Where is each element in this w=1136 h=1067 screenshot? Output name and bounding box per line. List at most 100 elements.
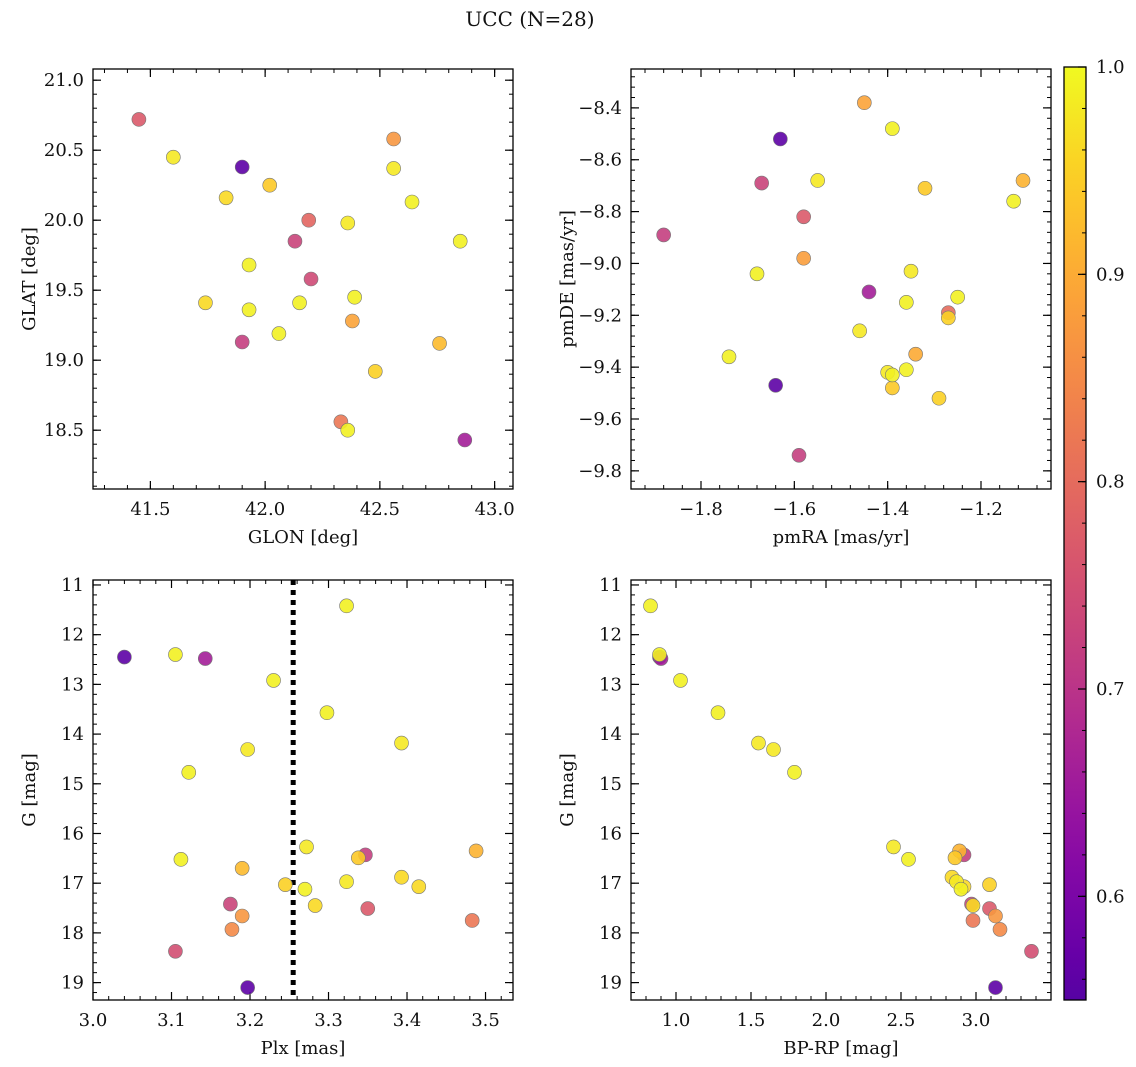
panel-4: 1.0 1.5 2.0 2.5 3.0 11 12 13 14 15 16 17 18 19 BP-RP [… — [557, 575, 1052, 1059]
data-point — [386, 161, 401, 176]
data-point — [947, 850, 963, 866]
y-tick-label: 19 — [599, 973, 622, 994]
data-point — [307, 898, 323, 913]
data-point — [240, 742, 255, 757]
y-tick-label: 18.5 — [44, 420, 84, 441]
data-point — [360, 901, 376, 916]
data-point — [766, 742, 781, 757]
data-point — [262, 177, 278, 193]
y-tick-label: 19 — [61, 973, 84, 994]
data-point — [241, 302, 257, 318]
data-point — [131, 112, 147, 127]
data-point — [234, 860, 250, 876]
data-point — [643, 598, 658, 614]
data-point — [988, 980, 1003, 995]
data-point — [464, 913, 480, 928]
data-point — [773, 131, 788, 147]
data-point — [319, 705, 335, 721]
x-tick-label: 42.0 — [245, 499, 285, 520]
y-tick-label: 20.0 — [44, 210, 84, 231]
colorbar-tick-label: 0.6 — [1096, 886, 1125, 907]
x-tick-label: 1.0 — [662, 1010, 691, 1031]
data-point — [347, 289, 362, 305]
data-point — [386, 131, 401, 147]
panel-2: −1.8 −1.6 −1.4 −1.2 −9.8 −9.6 −9.4 −9.2 −9.0 −8.8… — [557, 68, 1052, 548]
x-tick-label: −1.8 — [679, 499, 723, 520]
data-point — [751, 735, 766, 751]
y-tick-label: −9.4 — [578, 357, 622, 378]
data-point — [791, 447, 807, 463]
y-tick-label: 13 — [599, 674, 622, 695]
data-point — [885, 367, 900, 383]
y-tick-label: 14 — [599, 724, 622, 745]
panel-1: 41.5 42.0 42.5 43.0 18.5 19.0 19.5 20.0 20.5 21.0… — [19, 68, 515, 548]
axes-frame — [630, 579, 1052, 1001]
data-point — [218, 190, 234, 206]
x-tick-label: 41.5 — [130, 499, 170, 520]
data-point — [297, 881, 313, 897]
x-tick-label: 3.1 — [157, 1010, 186, 1031]
y-axis-label: G [mag] — [19, 753, 40, 826]
colorbar-tick-label: 0.7 — [1096, 679, 1125, 700]
data-point — [197, 651, 213, 666]
x-tick-label: 3.0 — [962, 1010, 991, 1031]
data-point — [1015, 173, 1031, 188]
data-point — [652, 647, 667, 662]
y-tick-label: 12 — [61, 625, 84, 646]
data-point — [411, 879, 427, 894]
data-point — [1024, 943, 1039, 959]
data-point — [198, 295, 213, 311]
x-tick-label: 3.5 — [471, 1010, 500, 1031]
data-point — [992, 922, 1008, 937]
data-point — [287, 233, 303, 249]
data-point — [340, 422, 356, 438]
axes-frame — [630, 68, 1052, 490]
data-point — [917, 180, 933, 196]
data-point — [457, 432, 473, 448]
data-point — [710, 705, 726, 721]
y-tick-label: 19.0 — [44, 350, 84, 371]
colorbar-tick-label: 0.8 — [1096, 472, 1125, 493]
data-point — [452, 233, 468, 249]
x-axis-label: pmRA [mas/yr] — [773, 527, 910, 548]
data-point — [234, 159, 250, 175]
data-point — [901, 852, 916, 867]
data-point — [166, 149, 181, 165]
y-tick-label: 17 — [61, 873, 84, 894]
x-tick-label: 3.2 — [236, 1010, 265, 1031]
data-point — [754, 175, 769, 191]
data-point — [404, 194, 420, 210]
y-tick-label: 12 — [599, 625, 622, 646]
data-point — [240, 980, 255, 995]
data-point — [982, 877, 997, 892]
x-tick-label: 43.0 — [475, 499, 515, 520]
data-point — [885, 380, 900, 396]
data-point — [271, 326, 287, 341]
axes-frame — [92, 68, 514, 490]
data-point — [941, 310, 956, 326]
data-point — [673, 673, 688, 688]
axes-frame — [92, 579, 514, 1001]
data-point — [857, 95, 872, 111]
x-axis-label: Plx [mas] — [261, 1038, 346, 1059]
data-point — [950, 289, 965, 305]
data-point — [861, 284, 877, 300]
data-point — [810, 173, 825, 188]
data-point — [787, 765, 802, 780]
data-point — [908, 346, 923, 362]
x-axis-label: GLON [deg] — [248, 527, 358, 548]
x-tick-label: 3.3 — [314, 1010, 343, 1031]
data-point — [292, 295, 307, 311]
data-point — [345, 313, 360, 329]
panel-3: 3.0 3.1 3.2 3.3 3.4 3.5 11 12 13 14 15 16 17 18 19 Plx … — [19, 575, 514, 1059]
panels: 41.5 42.0 42.5 43.0 18.5 19.0 19.5 20.0 20.5 21.0… — [19, 68, 1052, 1059]
y-tick-label: −9.6 — [578, 409, 622, 430]
data-point — [303, 271, 319, 287]
data-point — [988, 908, 1003, 924]
colorbar: 0.6 0.7 0.8 0.9 1.0 — [1063, 57, 1125, 1001]
x-tick-label: 3.4 — [393, 1010, 422, 1031]
x-tick-label: 2.0 — [812, 1010, 841, 1031]
x-tick-label: 42.5 — [360, 499, 400, 520]
y-axis-label: pmDE [mas/yr] — [557, 210, 578, 348]
data-point — [224, 922, 240, 937]
